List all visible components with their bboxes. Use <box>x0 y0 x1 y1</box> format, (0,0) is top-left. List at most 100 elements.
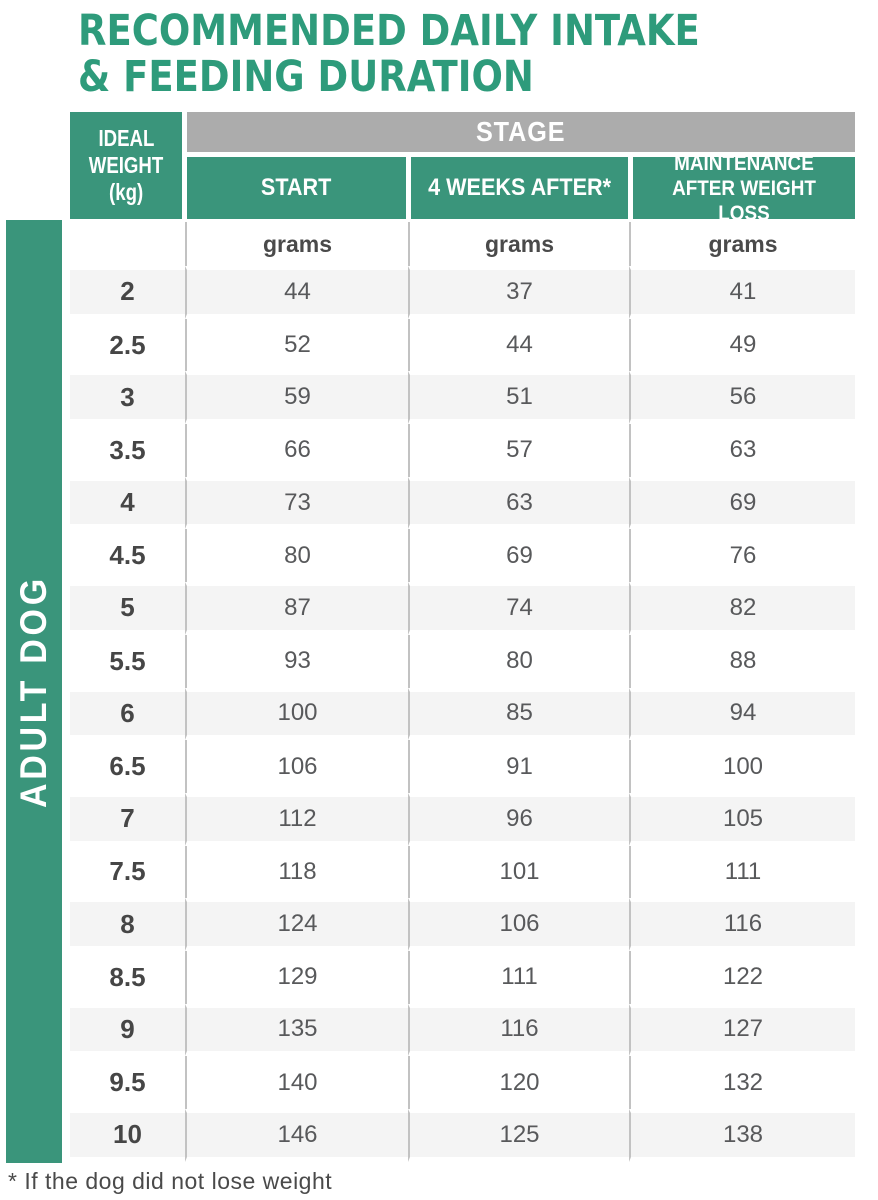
unit-row-empty-cell <box>70 222 185 266</box>
unit-grams-start: grams <box>185 222 408 266</box>
table-row: 8.5 129 111 122 <box>70 950 855 1004</box>
table-row: 6.5 106 91 100 <box>70 740 855 793</box>
start-cell: 106 <box>185 740 408 793</box>
start-cell: 59 <box>185 371 408 425</box>
maintenance-cell: 63 <box>629 424 855 477</box>
start-cell: 100 <box>185 687 408 741</box>
start-cell: 112 <box>185 792 408 846</box>
after4weeks-cell: 125 <box>408 1109 629 1162</box>
after4weeks-cell: 106 <box>408 898 629 951</box>
maintenance-cell: 56 <box>629 371 855 425</box>
start-cell: 44 <box>185 266 408 319</box>
weight-cell: 8 <box>70 898 185 951</box>
table-row: 2 44 37 41 <box>70 266 855 319</box>
start-cell: 80 <box>185 529 408 583</box>
weight-cell: 9 <box>70 1004 185 1057</box>
table-row: 9.5 140 120 132 <box>70 1056 855 1109</box>
weight-cell: 8.5 <box>70 950 185 1004</box>
start-cell: 93 <box>185 634 408 688</box>
start-cell: 52 <box>185 318 408 372</box>
ideal-weight-line3: (kg) <box>108 179 144 205</box>
page-title-line1: RECOMMENDED DAILY INTAKE <box>78 6 700 56</box>
after4weeks-cell: 69 <box>408 529 629 583</box>
adult-dog-band: ADULT DOG <box>6 220 62 1163</box>
column-header-maintenance: MAINTENANCE AFTER WEIGHT LOSS <box>633 152 855 225</box>
weight-cell: 2 <box>70 266 185 319</box>
table-row: 3 59 51 56 <box>70 371 855 425</box>
start-cell: 118 <box>185 845 408 899</box>
after4weeks-cell: 80 <box>408 634 629 688</box>
table-row: 7 112 96 105 <box>70 792 855 846</box>
column-header-start: START <box>187 157 406 219</box>
maintenance-cell: 41 <box>629 266 855 319</box>
table-row: 8 124 106 116 <box>70 898 855 951</box>
table-row: 4 73 63 69 <box>70 476 855 530</box>
start-cell: 140 <box>185 1056 408 1109</box>
maintenance-cell: 82 <box>629 582 855 635</box>
after4weeks-cell: 37 <box>408 266 629 319</box>
after4weeks-cell: 63 <box>408 476 629 530</box>
maintenance-cell: 111 <box>629 845 855 899</box>
start-cell: 73 <box>185 476 408 530</box>
ideal-weight-header: IDEAL WEIGHT (kg) <box>70 112 182 219</box>
ideal-weight-line2: WEIGHT <box>88 152 164 178</box>
after4weeks-cell: 91 <box>408 740 629 793</box>
weight-cell: 6 <box>70 688 185 741</box>
after4weeks-cell: 96 <box>408 792 629 846</box>
page-title-line2: & FEEDING DURATION <box>78 52 534 102</box>
start-cell: 87 <box>185 582 408 635</box>
after4weeks-cell: 116 <box>408 1003 629 1057</box>
table-body: grams grams grams 2 44 37 41 2.5 52 44 4… <box>70 222 855 1162</box>
weight-cell: 9.5 <box>70 1056 185 1109</box>
stage-header: STAGE <box>187 112 855 152</box>
table-row: 7.5 118 101 111 <box>70 845 855 899</box>
weight-cell: 5.5 <box>70 634 185 688</box>
adult-dog-label: ADULT DOG <box>13 575 54 808</box>
table-row: 4.5 80 69 76 <box>70 529 855 583</box>
after4weeks-cell: 120 <box>408 1056 629 1109</box>
maintenance-cell: 69 <box>629 476 855 530</box>
weight-cell: 3.5 <box>70 424 185 477</box>
maintenance-cell: 122 <box>629 950 855 1004</box>
after4weeks-cell: 51 <box>408 371 629 425</box>
column-header-maintenance-label: MAINTENANCE AFTER WEIGHT LOSS <box>672 151 816 225</box>
stage-header-label: STAGE <box>476 116 566 147</box>
weight-cell: 4 <box>70 477 185 530</box>
maintenance-cell: 94 <box>629 687 855 741</box>
start-cell: 66 <box>185 424 408 477</box>
after4weeks-cell: 85 <box>408 687 629 741</box>
page-title: RECOMMENDED DAILY INTAKE & FEEDING DURAT… <box>78 8 700 100</box>
table-row: 2.5 52 44 49 <box>70 318 855 372</box>
footnote: * If the dog did not lose weight <box>8 1168 333 1194</box>
table-row: 5 87 74 82 <box>70 582 855 635</box>
unit-row: grams grams grams <box>70 222 855 266</box>
start-cell: 129 <box>185 950 408 1004</box>
maintenance-cell: 76 <box>629 529 855 583</box>
maintenance-cell: 100 <box>629 740 855 793</box>
weight-cell: 5 <box>70 582 185 635</box>
start-cell: 135 <box>185 1003 408 1057</box>
weight-cell: 7.5 <box>70 845 185 899</box>
table-row: 9 135 116 127 <box>70 1003 855 1057</box>
start-cell: 146 <box>185 1109 408 1162</box>
maintenance-cell: 116 <box>629 898 855 951</box>
weight-cell: 2.5 <box>70 318 185 372</box>
unit-grams-maintenance: grams <box>629 222 855 266</box>
maintenance-cell: 49 <box>629 318 855 372</box>
after4weeks-cell: 101 <box>408 845 629 899</box>
table-row: 10 146 125 138 <box>70 1109 855 1162</box>
after4weeks-cell: 44 <box>408 318 629 372</box>
after4weeks-cell: 57 <box>408 424 629 477</box>
unit-grams-4-weeks: grams <box>408 222 629 266</box>
table-row: 6 100 85 94 <box>70 687 855 741</box>
table-row: 3.5 66 57 63 <box>70 424 855 477</box>
start-cell: 124 <box>185 898 408 951</box>
maintenance-cell: 88 <box>629 634 855 688</box>
after4weeks-cell: 111 <box>408 950 629 1004</box>
table-row: 5.5 93 80 88 <box>70 634 855 688</box>
weight-cell: 3 <box>70 371 185 424</box>
table-header: IDEAL WEIGHT (kg) STAGE START 4 WEEKS AF… <box>70 112 855 225</box>
column-header-start-label: START <box>261 174 332 201</box>
feeding-table: grams grams grams 2 44 37 41 2.5 52 44 4… <box>70 222 855 1162</box>
after4weeks-cell: 74 <box>408 582 629 635</box>
